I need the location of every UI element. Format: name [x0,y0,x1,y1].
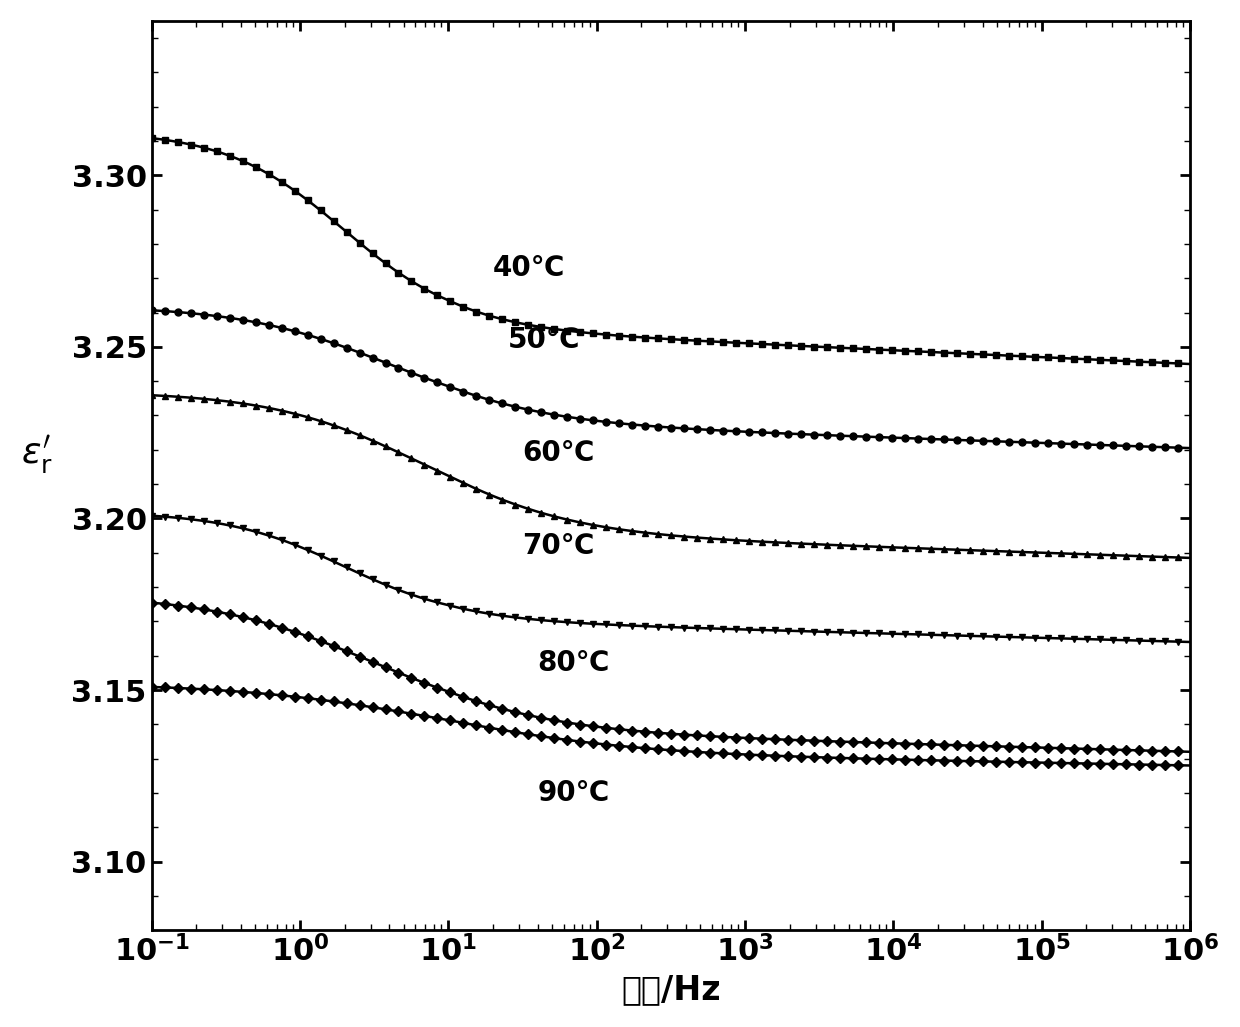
Text: 40℃: 40℃ [492,254,565,282]
Text: 80℃: 80℃ [537,649,610,677]
X-axis label: 频率/Hz: 频率/Hz [621,974,720,1006]
Text: 70℃: 70℃ [522,532,595,560]
Y-axis label: $\varepsilon_{\rm r}^{\prime}$: $\varepsilon_{\rm r}^{\prime}$ [21,432,52,476]
Text: 50℃: 50℃ [507,326,580,354]
Text: 90℃: 90℃ [537,779,610,807]
Text: 60℃: 60℃ [522,440,595,467]
